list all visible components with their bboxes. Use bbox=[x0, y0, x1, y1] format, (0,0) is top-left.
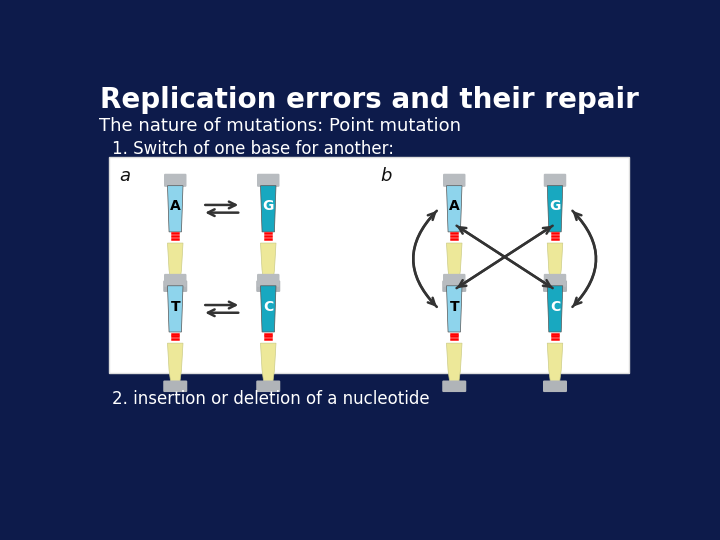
Text: A: A bbox=[170, 199, 181, 213]
Polygon shape bbox=[446, 286, 462, 332]
Text: A: A bbox=[449, 199, 459, 213]
Polygon shape bbox=[168, 286, 183, 332]
Polygon shape bbox=[168, 186, 183, 232]
Text: 1. Switch of one base for another:: 1. Switch of one base for another: bbox=[112, 140, 394, 158]
Text: G: G bbox=[263, 199, 274, 213]
FancyBboxPatch shape bbox=[256, 280, 280, 292]
Polygon shape bbox=[168, 243, 183, 281]
FancyBboxPatch shape bbox=[543, 381, 567, 392]
Text: b: b bbox=[381, 167, 392, 185]
Text: The nature of mutations: Point mutation: The nature of mutations: Point mutation bbox=[99, 117, 462, 135]
Polygon shape bbox=[547, 186, 563, 232]
Text: 2. insertion or deletion of a nucleotide: 2. insertion or deletion of a nucleotide bbox=[112, 390, 429, 408]
FancyBboxPatch shape bbox=[109, 157, 629, 373]
FancyBboxPatch shape bbox=[163, 280, 187, 292]
Polygon shape bbox=[547, 286, 563, 332]
FancyBboxPatch shape bbox=[442, 381, 467, 392]
Text: Replication errors and their repair: Replication errors and their repair bbox=[99, 86, 639, 114]
FancyBboxPatch shape bbox=[543, 280, 567, 292]
FancyBboxPatch shape bbox=[256, 381, 280, 392]
FancyBboxPatch shape bbox=[163, 381, 187, 392]
Text: C: C bbox=[263, 300, 274, 314]
Text: a: a bbox=[120, 167, 130, 185]
FancyBboxPatch shape bbox=[442, 280, 467, 292]
Polygon shape bbox=[446, 243, 462, 281]
Text: T: T bbox=[171, 300, 180, 314]
FancyBboxPatch shape bbox=[544, 274, 566, 287]
Polygon shape bbox=[261, 343, 276, 382]
Polygon shape bbox=[261, 286, 276, 332]
FancyBboxPatch shape bbox=[443, 274, 466, 287]
Text: C: C bbox=[550, 300, 560, 314]
Polygon shape bbox=[446, 343, 462, 382]
Text: G: G bbox=[549, 199, 561, 213]
FancyBboxPatch shape bbox=[257, 274, 279, 287]
Polygon shape bbox=[168, 343, 183, 382]
FancyBboxPatch shape bbox=[164, 174, 186, 187]
Text: T: T bbox=[449, 300, 459, 314]
FancyBboxPatch shape bbox=[544, 174, 566, 187]
Polygon shape bbox=[547, 243, 563, 281]
FancyBboxPatch shape bbox=[164, 274, 186, 287]
FancyBboxPatch shape bbox=[443, 174, 466, 187]
Polygon shape bbox=[446, 186, 462, 232]
Polygon shape bbox=[261, 243, 276, 281]
Polygon shape bbox=[547, 343, 563, 382]
Polygon shape bbox=[261, 186, 276, 232]
FancyBboxPatch shape bbox=[257, 174, 279, 187]
